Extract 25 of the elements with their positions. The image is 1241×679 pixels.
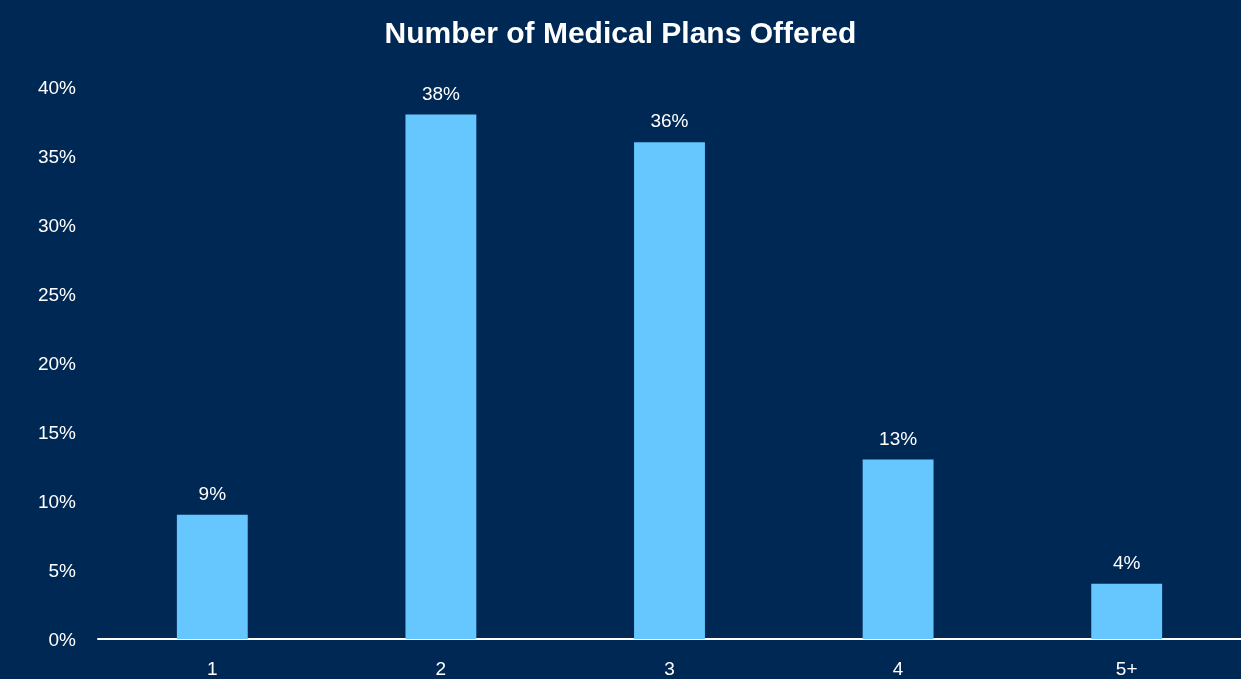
x-tick-label: 5+ — [1115, 658, 1138, 679]
x-tick-label: 4 — [892, 658, 904, 679]
data-label: 4% — [1112, 551, 1141, 573]
y-tick-label: 40% — [37, 76, 77, 98]
x-tick-label: 2 — [435, 658, 447, 679]
data-label: 13% — [879, 427, 918, 449]
chart-title: Number of Medical Plans Offered — [384, 15, 857, 49]
y-tick-label: 0% — [48, 628, 77, 650]
bar — [862, 459, 934, 639]
y-tick-label: 30% — [37, 214, 77, 236]
data-label: 38% — [421, 82, 461, 104]
x-tick-label: 3 — [664, 658, 675, 679]
bar — [634, 142, 705, 639]
bar — [405, 114, 477, 639]
data-label: 36% — [650, 110, 689, 132]
bar — [176, 514, 248, 639]
y-tick-label: 35% — [37, 145, 77, 167]
y-tick-label: 15% — [37, 421, 77, 443]
y-tick-label: 10% — [37, 490, 77, 512]
y-tick-label: 5% — [48, 559, 77, 581]
bar — [1091, 583, 1163, 639]
x-tick-label: 1 — [207, 658, 218, 679]
y-tick-label: 20% — [37, 352, 77, 374]
data-label: 9% — [198, 482, 227, 504]
y-tick-label: 25% — [37, 283, 77, 305]
